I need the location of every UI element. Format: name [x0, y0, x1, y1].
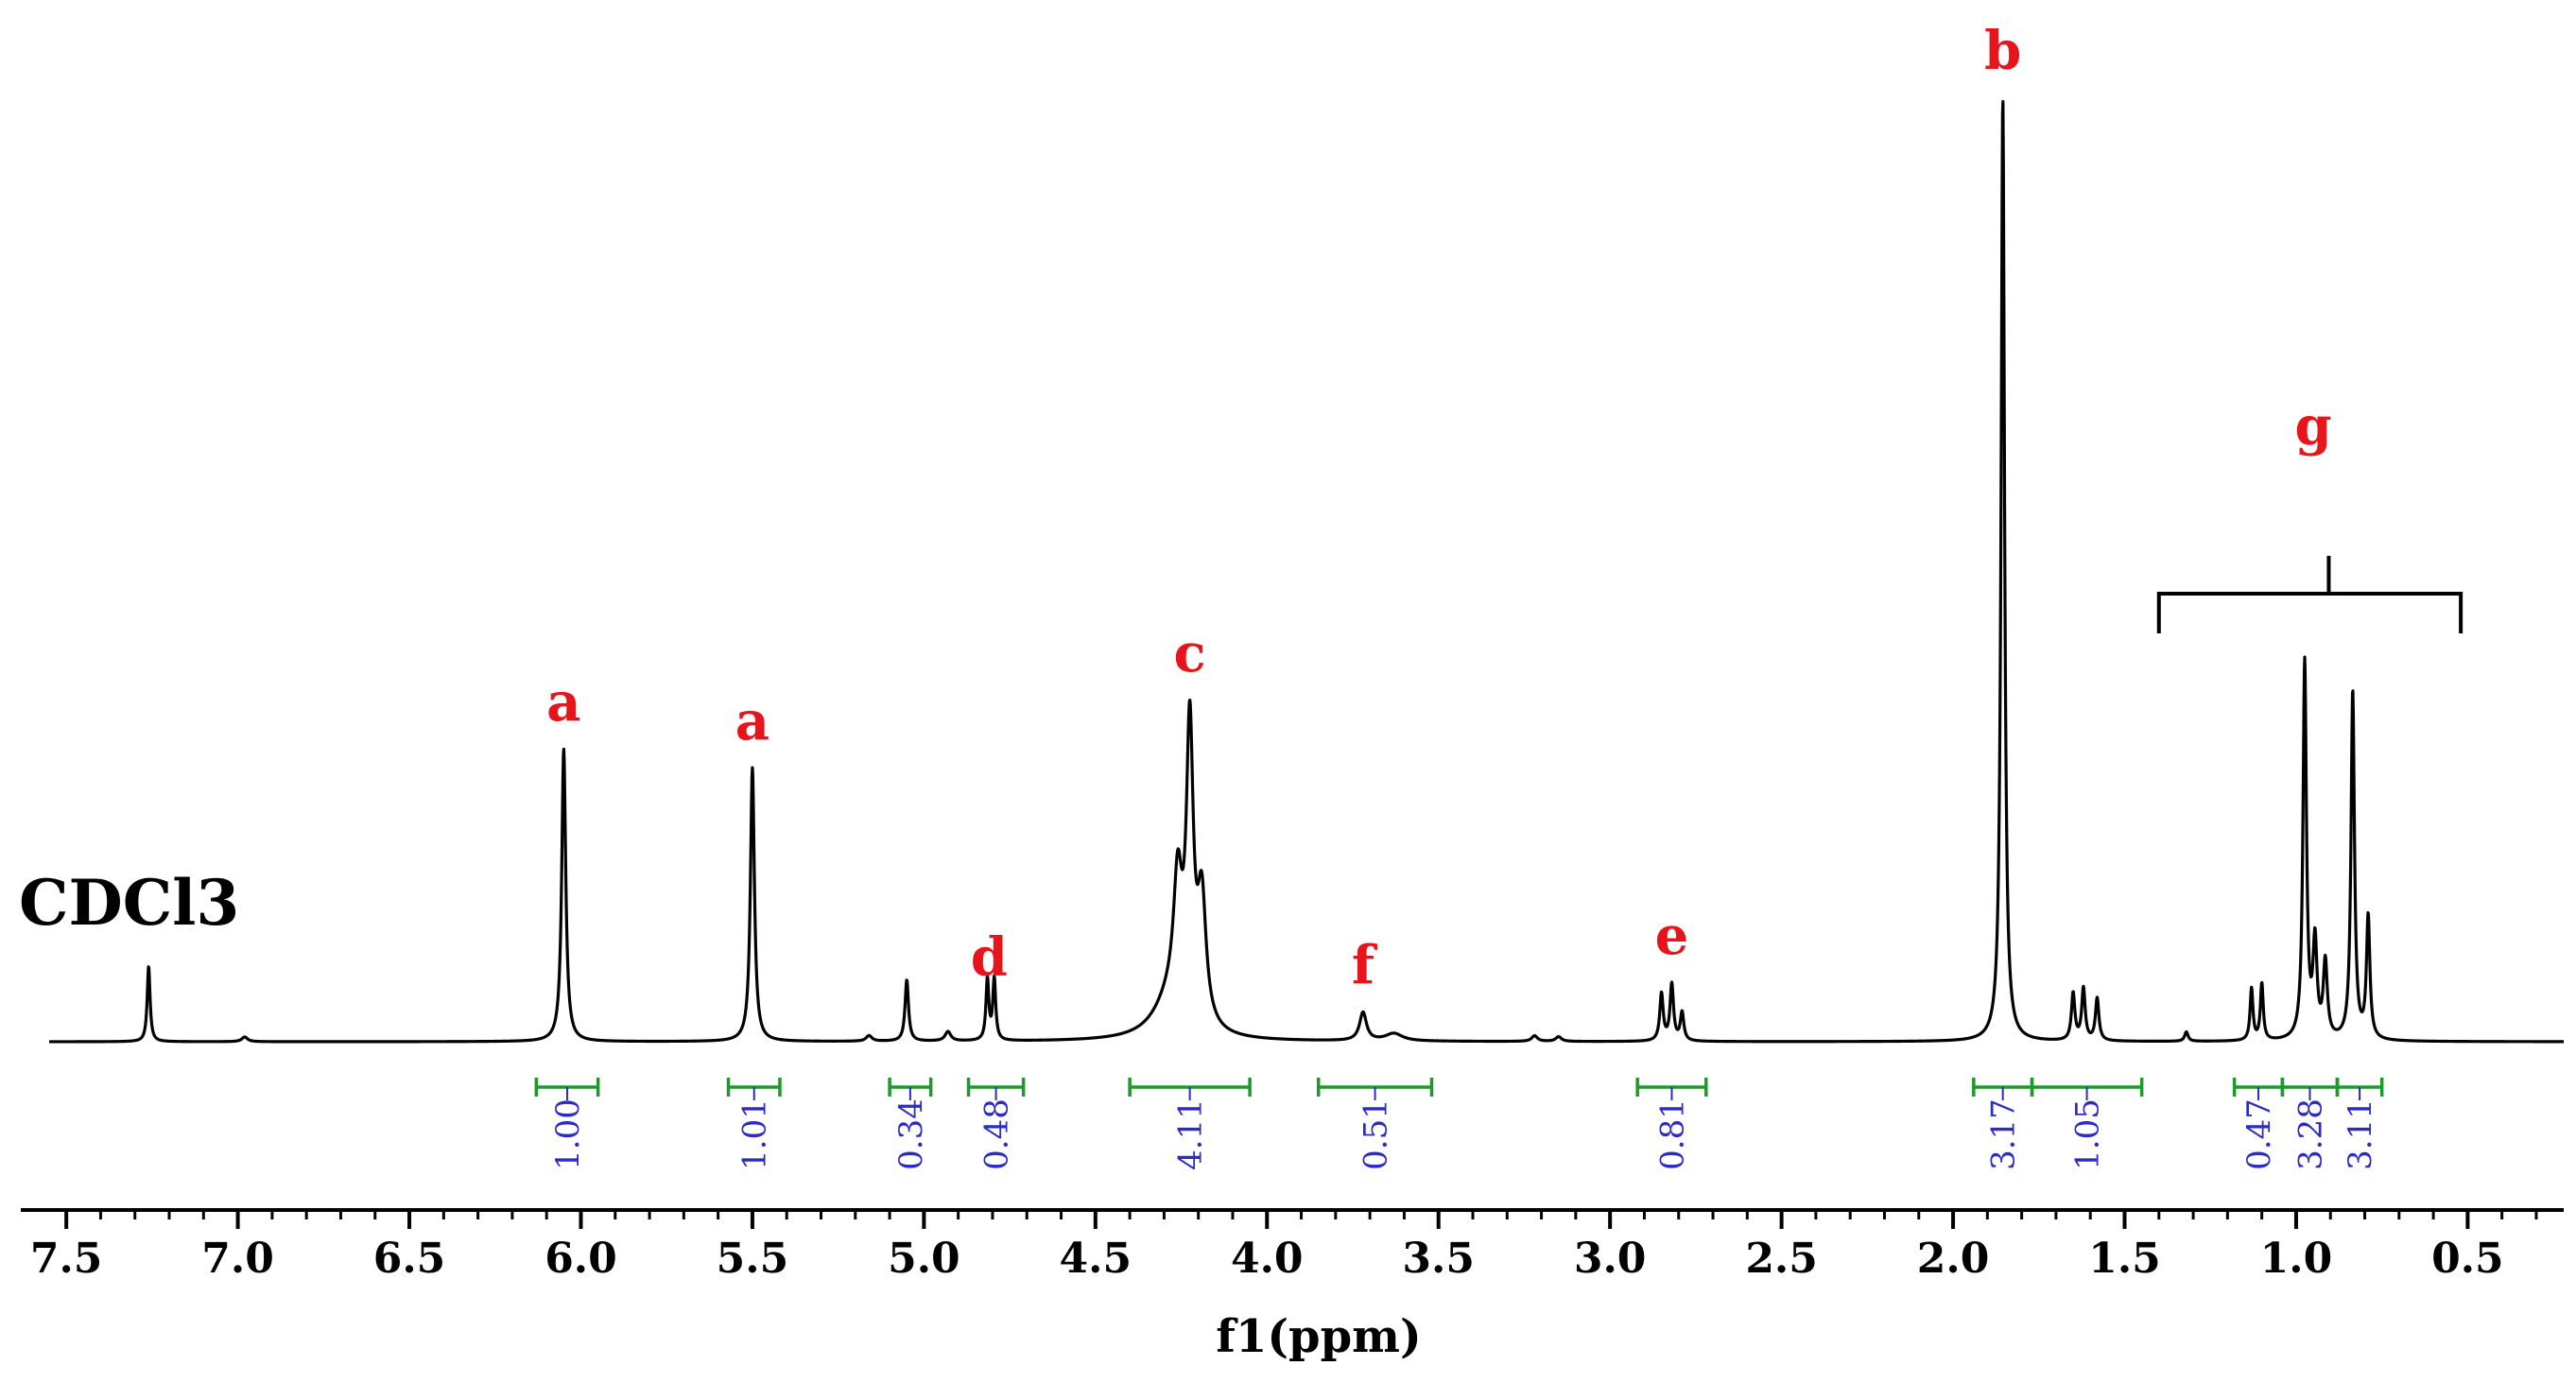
- integral-value: 1.05: [2069, 1098, 2107, 1170]
- peak-label-c: c: [1174, 622, 1206, 684]
- integral-6: 0.81: [1635, 1078, 1708, 1170]
- x-axis: 7.5 7.0 6.5 6.0 5.5 5.0 4.5 4.0 3.5 3.0 2.5 2.0 1.5 1…: [21, 1208, 2564, 1283]
- x-tick-label: 7.0: [201, 1235, 274, 1283]
- x-tick-label: 2.5: [1745, 1235, 1818, 1283]
- x-tick-label: 5.5: [717, 1235, 789, 1283]
- peak-label-a: a: [546, 671, 580, 734]
- integral-value: 0.48: [978, 1098, 1016, 1170]
- integral-2: 0.34: [888, 1078, 933, 1170]
- x-tick-label: 4.0: [1231, 1235, 1304, 1283]
- integral-value: 0.47: [2240, 1098, 2278, 1170]
- integral-value: 0.51: [1357, 1098, 1395, 1170]
- peak-point: [2002, 96, 2004, 98]
- peak-label-g: g: [2295, 395, 2332, 458]
- integral-value: 3.11: [2342, 1098, 2379, 1170]
- integral-1: 1.01: [726, 1078, 782, 1170]
- integral-10: 3.28: [2280, 1078, 2340, 1170]
- x-tick-label: 7.5: [30, 1235, 103, 1283]
- integral-5: 0.51: [1316, 1078, 1434, 1170]
- x-tick-label: 2.0: [1917, 1235, 1990, 1283]
- peak-point: [2352, 687, 2354, 689]
- peak-label-f: f: [1352, 934, 1378, 996]
- x-tick-label: 1.5: [2088, 1235, 2161, 1283]
- integral-value: 0.34: [892, 1098, 930, 1170]
- group-bracket: [2156, 556, 2464, 633]
- integral-value: 3.17: [1985, 1098, 2023, 1170]
- integral-0: 1.00: [534, 1078, 600, 1170]
- integral-value: 1.01: [736, 1098, 774, 1170]
- solvent-label: CDCl3: [19, 866, 239, 940]
- x-axis-title: f1(ppm): [1216, 1310, 1421, 1363]
- integral-value: 1.00: [549, 1098, 587, 1170]
- x-tick-label: 3.0: [1574, 1235, 1647, 1283]
- x-tick-label: 3.5: [1402, 1235, 1475, 1283]
- integrals-layer: 1.00 1.01 0.34 0.48 4.11 0.51 0.81 3.17 1.05 0.47…: [534, 1078, 2384, 1170]
- peak-label-e: e: [1655, 905, 1689, 967]
- x-tick-label: 6.0: [545, 1235, 617, 1283]
- integral-7: 3.17: [1972, 1078, 2034, 1170]
- integral-9: 0.47: [2232, 1078, 2285, 1170]
- x-tick-label: 1.0: [2260, 1235, 2333, 1283]
- spectrum-layer: [47, 96, 2566, 1044]
- spectrum-trace: [47, 99, 2566, 1044]
- integral-value: 4.11: [1172, 1098, 1210, 1170]
- x-tick-label: 5.0: [888, 1235, 960, 1283]
- integral-8: 1.05: [2030, 1078, 2144, 1170]
- integral-3: 0.48: [966, 1078, 1026, 1170]
- peak-labels-layer: a a d c f e b g CDCl3: [19, 20, 2332, 996]
- x-tick-label: 4.5: [1060, 1235, 1132, 1283]
- integral-value: 3.28: [2292, 1098, 2330, 1170]
- group-bracket-line: [2156, 556, 2464, 633]
- peak-label-d: d: [971, 926, 1008, 989]
- x-tick-label: 6.5: [373, 1235, 446, 1283]
- integral-value: 0.81: [1654, 1098, 1692, 1170]
- x-tick-label: 0.5: [2431, 1235, 2504, 1283]
- integral-4: 4.11: [1128, 1078, 1252, 1170]
- integral-11: 3.11: [2335, 1078, 2384, 1170]
- peak-label-a: a: [735, 690, 769, 752]
- peak-label-b: b: [1984, 20, 2021, 82]
